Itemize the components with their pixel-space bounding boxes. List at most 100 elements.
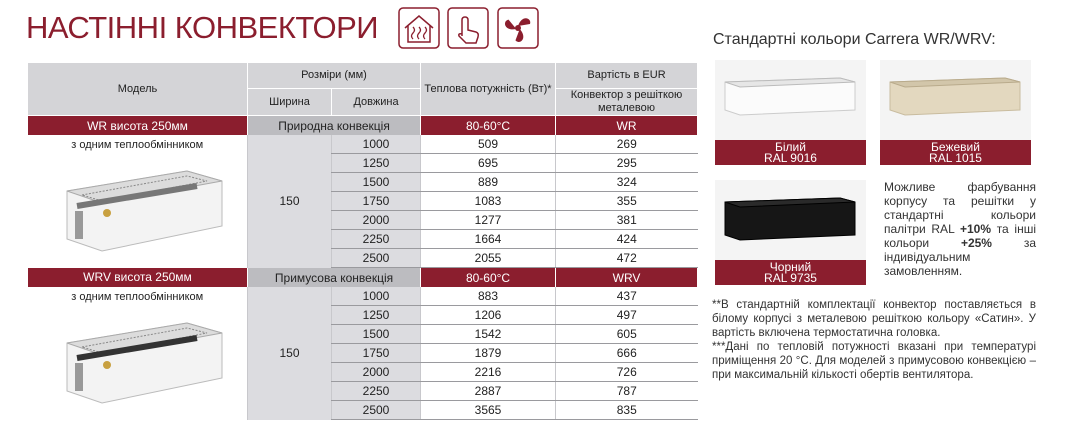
product-image [66,322,223,404]
data-row: 2500 2055 472 [28,248,698,268]
data-row: 2250 2887 787 [28,381,698,401]
price-cell: 355 [555,191,698,211]
length-cell: 2000 [330,210,421,230]
power-cell: 889 [420,172,556,192]
power-cell: 1664 [420,229,556,249]
length-cell: 1500 [330,172,421,192]
data-row: 1250 695 295 [28,153,698,173]
data-row: 2500 3565 835 [28,400,698,420]
product-image [66,170,223,252]
price-cell: 605 [555,324,698,344]
section-row: WR висота 250мм Природна конвекція 80-60°C… [27,115,699,135]
price-cell: 269 [555,135,698,154]
power-cell: 2216 [420,362,556,382]
data-row: 2250 1664 424 [28,229,698,249]
length-cell: 1750 [330,191,421,211]
length-cell: 1250 [330,153,421,173]
length-cell: 2250 [330,229,421,249]
data-row: 1750 1083 355 [28,191,698,211]
color-swatch: Бежевий RAL 1015 [880,60,1031,165]
header-cell: Модель [27,62,248,116]
model-code: WR [555,115,699,135]
feature-icons [398,7,539,49]
swatch-label: Білий RAL 9016 [715,140,866,165]
data-row: з одним теплообмінником 150 1000 509 269 [28,135,698,268]
price-cell: 726 [555,362,698,382]
footnote: ***Дані по тепловій потужності вказані п… [712,341,1036,381]
price-cell: 295 [555,153,698,173]
header-cell: Вартість в EUR [555,62,699,89]
swatch-label: Бежевий RAL 1015 [880,140,1031,165]
swatch-label: Чорний RAL 9735 [715,260,866,285]
colors-title: Стандартні кольори Carrera WR/WRV: [713,31,996,48]
note-text: за індивідуальним замовленням. [884,236,1037,278]
model-note: з одним теплообмінником [71,291,204,303]
length-cell: 1000 [330,287,421,306]
note-text: Можливе фарбування корпусу та решітки у … [884,180,1036,236]
footnotes: **В стандартній комплектації конвектор п… [712,298,1036,382]
swatch-image [724,77,856,116]
swatch-name: Бежевий [931,140,980,154]
price-cell: 437 [555,287,698,306]
power-cell: 3565 [420,400,556,420]
header-cell: Довжина [330,88,422,116]
swatch-name: Чорний [769,260,812,274]
page-title: НАСТІННІ КОНВЕКТОРИ [26,10,379,45]
swatch-image [889,77,1021,116]
swatch-image [724,197,856,241]
model-code: WRV [555,267,699,287]
data-row: 1250 1206 497 [28,305,698,325]
note-surcharge: +25% [960,236,992,250]
length-cell: 1500 [330,324,421,344]
price-cell: 787 [555,381,698,401]
section-row: WRV висота 250мм Примусова конвекція 80-60… [27,267,699,287]
header-cell: Конвектор з решіткою металевою [555,88,699,116]
swatch-ral: RAL 9016 [764,151,817,165]
section-name: WRV висота 250мм [27,267,248,287]
data-row: 1750 1879 666 [28,343,698,363]
price-cell: 324 [555,172,698,192]
convection-type: Природна конвекція [246,115,422,135]
price-cell: 497 [555,305,698,325]
header-cell: Теплова потужність (Вт)* [420,62,557,116]
length-cell: 2000 [330,362,421,382]
price-cell: 666 [555,343,698,363]
temperature: 80-60°C [420,267,557,287]
power-cell: 883 [420,287,556,306]
length-cell: 2250 [330,381,421,401]
power-cell: 509 [420,135,556,154]
color-swatch: Чорний RAL 9735 [715,180,866,285]
price-cell: 381 [555,210,698,230]
convection-type: Примусова конвекція [246,267,422,287]
color-note: Можливе фарбування корпусу та решітки у … [884,180,1036,278]
swatch-ral: RAL 1015 [929,151,982,165]
length-cell: 1750 [330,343,421,363]
swatch-ral: RAL 9735 [764,271,817,285]
header-row: Модель Розміри (мм) Теплова потужність (Вт… [27,62,699,116]
width-cell: 150 [247,287,332,420]
note-text: та інші кольори [884,222,1036,250]
power-cell: 2055 [420,248,556,268]
footnote: **В стандартній комплектації конвектор п… [712,299,1036,339]
data-row: 1500 1542 605 [28,324,698,344]
note-surcharge: +10% [959,222,992,236]
power-cell: 1277 [420,210,556,230]
model-note: з одним теплообмінником [71,139,204,151]
power-cell: 695 [420,153,556,173]
length-cell: 2500 [330,400,421,420]
data-row: 2000 1277 381 [28,210,698,230]
header-row: Ширина Довжина Конвектор з решіткою метале… [28,88,699,116]
model-cell: з одним теплообмінником [28,135,248,268]
price-table: Модель Розміри (мм) Теплова потужність (Вт… [27,62,699,420]
power-cell: 1083 [420,191,556,211]
power-cell: 1879 [420,343,556,363]
length-cell: 2500 [330,248,421,268]
header-cell: Ширина [247,88,332,116]
section-name: WR висота 250мм [27,115,248,135]
length-cell: 1000 [330,135,421,154]
color-swatch: Білий RAL 9016 [715,60,866,165]
model-cell: з одним теплообмінником [28,287,248,420]
width-cell: 150 [247,135,332,268]
length-cell: 1250 [330,305,421,325]
